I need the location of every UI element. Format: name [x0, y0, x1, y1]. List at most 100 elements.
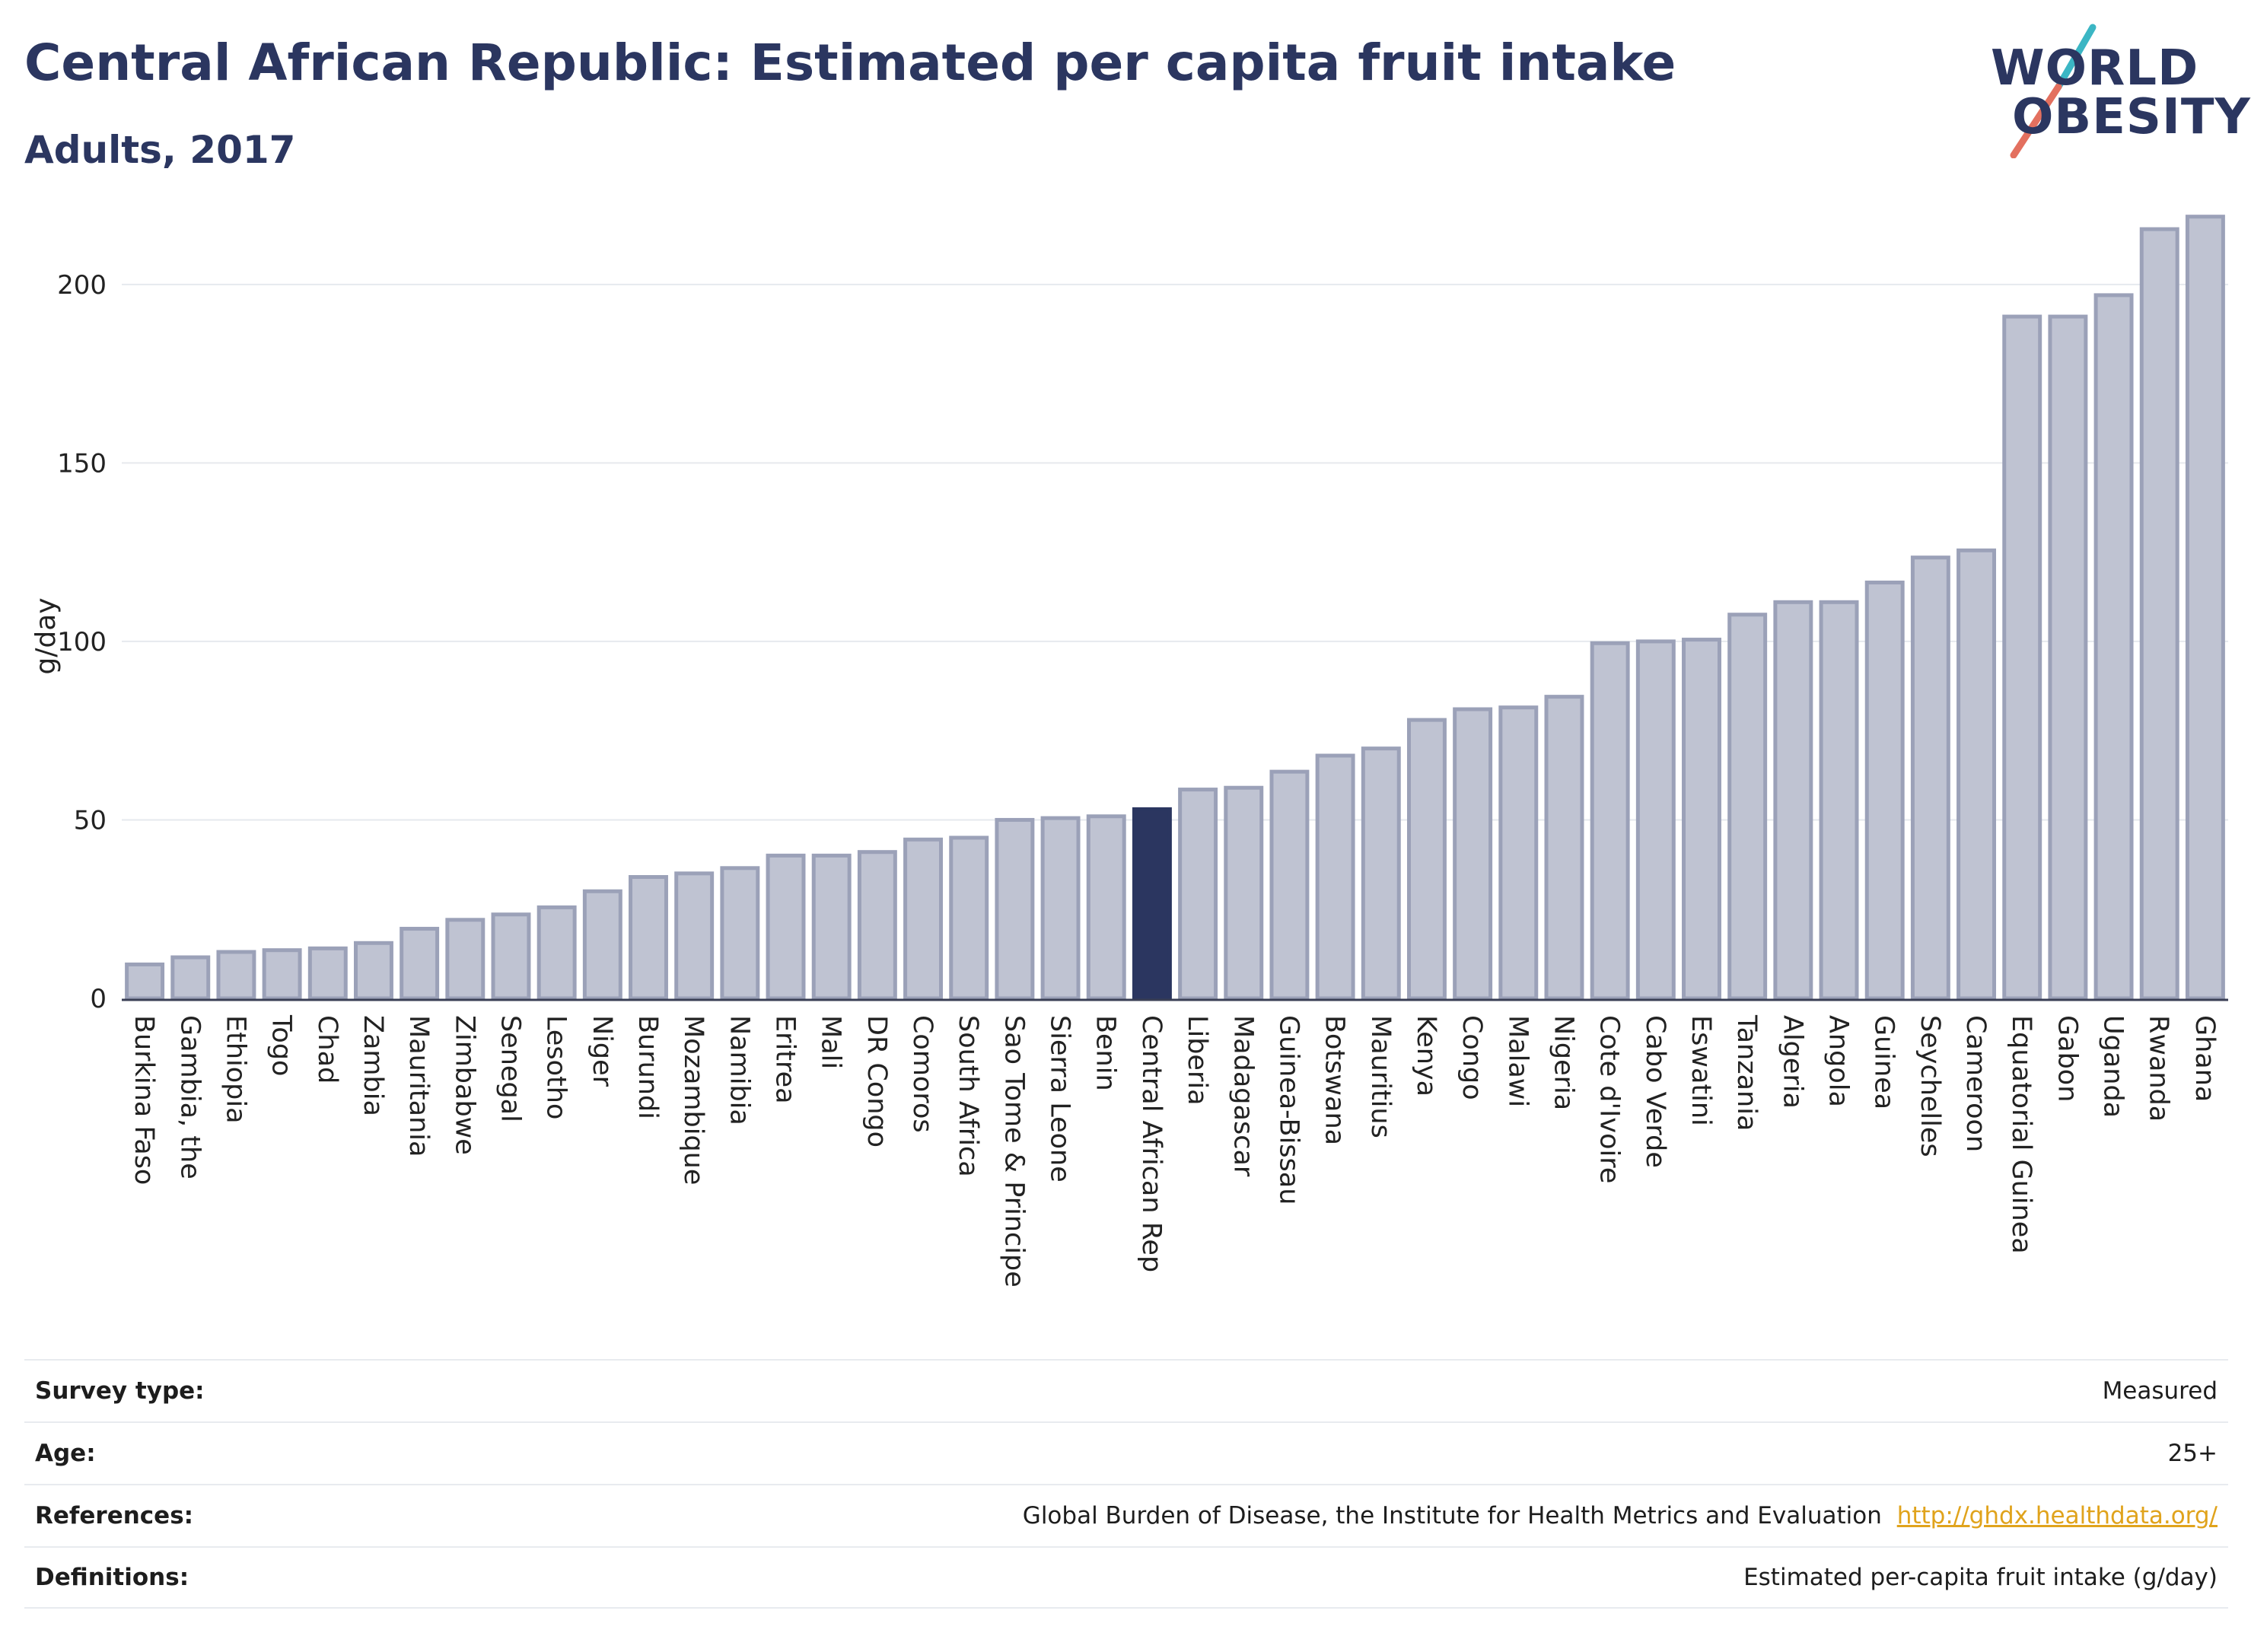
- y-axis-ticks: 0 50 100 150 200: [57, 270, 107, 1014]
- x-tick-label: Cameroon: [1960, 1015, 1991, 1152]
- x-tick-label: Seychelles: [1915, 1015, 1945, 1157]
- bar: [1864, 581, 1905, 1001]
- x-tick-label: Angola: [1823, 1015, 1854, 1107]
- y-tick-label: 150: [57, 448, 107, 479]
- bar: [1224, 785, 1264, 1001]
- bar: [1453, 707, 1493, 1001]
- bar: [1040, 816, 1081, 1001]
- bar: [1635, 639, 1676, 1001]
- x-tick-label: Senegal: [495, 1015, 525, 1122]
- bars: [125, 215, 2225, 1001]
- references-label: References:: [35, 1502, 194, 1529]
- bar: [170, 955, 211, 1001]
- bar: [2002, 314, 2042, 1001]
- x-tick-label: Comoros: [907, 1015, 938, 1133]
- x-tick-label: Benin: [1090, 1015, 1121, 1091]
- y-tick-label: 0: [90, 984, 107, 1014]
- references-value-wrap: Global Burden of Disease, the Institute …: [1023, 1502, 2218, 1529]
- x-tick-label: Algeria: [1777, 1015, 1807, 1109]
- x-tick-label: Eswatini: [1686, 1015, 1716, 1126]
- logo-slash-icon: [2010, 24, 2097, 158]
- meta-row-references: References: Global Burden of Disease, th…: [24, 1484, 2228, 1546]
- x-tick-label: Mali: [816, 1015, 846, 1069]
- bar: [1178, 788, 1218, 1001]
- x-tick-label: Cote d'Ivoire: [1594, 1015, 1625, 1183]
- bar: [1910, 555, 1950, 1001]
- y-tick-label: 100: [57, 627, 107, 657]
- x-tick-label: Liberia: [1182, 1015, 1212, 1106]
- bar: [949, 836, 989, 1001]
- bar-chart: 0 50 100 150 200 Burkina Faso Gambia, the Ethi…: [30, 215, 2228, 1288]
- bar: [811, 853, 852, 1001]
- bar: [582, 889, 622, 1001]
- bar: [1406, 718, 1447, 1001]
- bar: [720, 866, 760, 1001]
- bar: [995, 817, 1035, 1001]
- x-tick-label: Nigeria: [1548, 1015, 1578, 1110]
- survey-type-label: Survey type:: [35, 1377, 205, 1405]
- x-tick-label: Rwanda: [2144, 1015, 2174, 1122]
- bar: [2185, 215, 2225, 1001]
- x-tick-label: Central African Rep: [1136, 1015, 1167, 1272]
- x-tick-label: Ghana: [2189, 1015, 2220, 1102]
- bar: [903, 837, 944, 1001]
- bar: [262, 948, 302, 1001]
- bar: [216, 950, 256, 1001]
- meta-row-definitions: Definitions: Estimated per-capita fruit …: [24, 1546, 2228, 1609]
- definitions-value: Estimated per-capita fruit intake (g/day…: [1743, 1564, 2218, 1591]
- x-tick-label: Sierra Leone: [1045, 1015, 1075, 1183]
- bar: [353, 941, 393, 1001]
- logo-text-world: WORLD: [1991, 40, 2199, 97]
- age-label: Age:: [35, 1440, 96, 1467]
- definitions-label: Definitions:: [35, 1564, 189, 1591]
- bar: [445, 918, 486, 1001]
- x-tick-label: Botswana: [1320, 1015, 1350, 1145]
- bar: [491, 912, 531, 1001]
- bar: [1361, 746, 1401, 1001]
- x-tick-label: Guinea-Bissau: [1273, 1015, 1304, 1205]
- x-tick-label: Burundi: [632, 1015, 663, 1119]
- x-tick-label: Cabo Verde: [1640, 1015, 1670, 1168]
- x-tick-label: Zimbabwe: [449, 1015, 479, 1155]
- bar: [1315, 753, 1355, 1001]
- bar: [1498, 705, 1539, 1001]
- bar: [2139, 227, 2179, 1001]
- x-tick-label: Mozambique: [678, 1015, 708, 1185]
- metadata-table: Survey type: Measured Age: 25+ Reference…: [24, 1359, 2228, 1609]
- x-tick-label: Guinea: [1869, 1015, 1899, 1109]
- x-tick-label: DR Congo: [861, 1015, 892, 1147]
- bar: [125, 962, 165, 1001]
- x-tick-label: Tanzania: [1731, 1014, 1762, 1131]
- meta-row-age: Age: 25+: [24, 1421, 2228, 1484]
- x-tick-label: Niger: [587, 1015, 617, 1087]
- bar: [2048, 314, 2088, 1001]
- x-tick-label: Burkina Faso: [129, 1015, 159, 1185]
- x-tick-label: Gambia, the: [174, 1015, 205, 1179]
- x-tick-label: Equatorial Guinea: [2006, 1015, 2036, 1254]
- x-tick-label: Zambia: [358, 1015, 388, 1116]
- logo-text-obesity: OBESITY: [2012, 89, 2251, 145]
- bar: [1727, 613, 1768, 1001]
- x-tick-label: Sao Tome & Principe: [998, 1015, 1029, 1288]
- x-tick-label: Gabon: [2052, 1015, 2082, 1102]
- age-value: 25+: [2167, 1440, 2218, 1467]
- x-tick-label: South Africa: [953, 1015, 983, 1177]
- world-obesity-logo: WORLD OBESITY: [1979, 21, 2250, 158]
- chart-subtitle: Adults, 2017: [24, 128, 296, 172]
- bar: [400, 927, 440, 1001]
- y-tick-label: 200: [57, 270, 107, 301]
- y-tick-label: 50: [74, 805, 107, 836]
- x-tick-label: Ethiopia: [220, 1015, 250, 1124]
- bar: [1086, 814, 1126, 1001]
- x-tick-label: Mauritania: [403, 1015, 434, 1157]
- bar: [629, 875, 668, 1001]
- bar: [307, 946, 348, 1001]
- x-tick-label: Eritrea: [770, 1015, 801, 1104]
- x-tick-label: Togo: [266, 1014, 297, 1076]
- references-link[interactable]: http://ghdx.healthdata.org/: [1896, 1502, 2218, 1529]
- bar: [1682, 638, 1721, 1001]
- x-tick-label: Uganda: [2098, 1015, 2128, 1118]
- survey-type-value: Measured: [2102, 1377, 2218, 1405]
- x-tick-label: Congo: [1457, 1015, 1487, 1100]
- bar: [1773, 600, 1813, 1001]
